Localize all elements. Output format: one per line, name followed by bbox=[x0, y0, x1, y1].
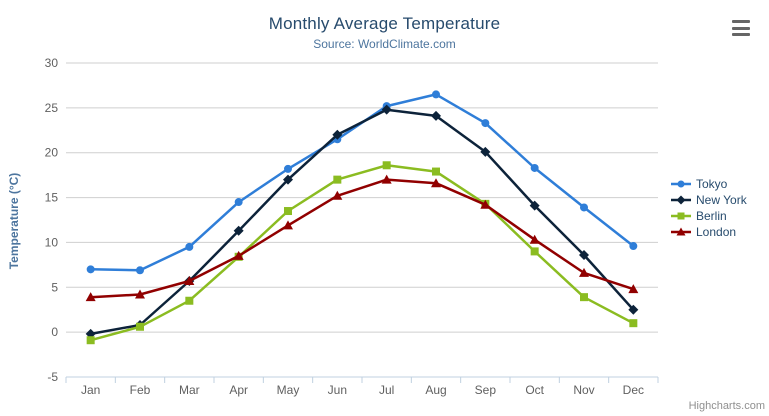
series-marker-circle[interactable] bbox=[86, 265, 95, 274]
legend-label: Tokyo bbox=[696, 177, 728, 191]
series-marker-triangle[interactable] bbox=[85, 292, 96, 302]
y-axis-label: 10 bbox=[45, 235, 59, 249]
series-marker-square[interactable] bbox=[136, 322, 144, 331]
x-axis-label: Jun bbox=[328, 383, 347, 397]
series-marker-circle[interactable] bbox=[580, 203, 588, 212]
x-axis-label: Jan bbox=[81, 383, 100, 397]
series-marker-triangle[interactable] bbox=[233, 250, 244, 260]
y-axis-label: 30 bbox=[45, 56, 59, 70]
series-marker-square[interactable] bbox=[530, 247, 539, 256]
series-marker-triangle[interactable] bbox=[184, 276, 195, 286]
y-axis-label: 15 bbox=[45, 191, 59, 205]
y-axis-label: -5 bbox=[47, 370, 58, 384]
series-marker-square[interactable] bbox=[333, 175, 342, 184]
x-axis-label: May bbox=[277, 383, 300, 397]
series-marker-circle[interactable] bbox=[136, 266, 144, 275]
series-marker-square[interactable] bbox=[86, 336, 95, 345]
y-axis-label: 20 bbox=[45, 146, 59, 160]
series-london[interactable] bbox=[85, 174, 639, 302]
series-marker-square[interactable] bbox=[432, 167, 440, 176]
series-marker-circle[interactable] bbox=[284, 164, 292, 173]
series-marker-circle[interactable] bbox=[234, 198, 243, 207]
series-marker-diamond[interactable] bbox=[283, 174, 293, 185]
series-marker-diamond[interactable] bbox=[480, 146, 491, 157]
series-marker-square[interactable] bbox=[677, 212, 685, 220]
square-legend-icon bbox=[671, 212, 691, 220]
y-axis-title: Temperature (°C) bbox=[7, 172, 21, 270]
highcharts-credit[interactable]: Highcharts.com bbox=[688, 400, 765, 412]
hamburger-icon bbox=[732, 33, 750, 36]
export-menu-button[interactable] bbox=[732, 20, 752, 36]
series-marker-triangle[interactable] bbox=[628, 284, 639, 294]
series-marker-diamond[interactable] bbox=[579, 249, 589, 260]
y-axis-label: 25 bbox=[45, 101, 59, 115]
series-marker-square[interactable] bbox=[580, 293, 588, 302]
series-marker-triangle[interactable] bbox=[431, 178, 441, 188]
series-line[interactable] bbox=[90, 93, 635, 272]
series-berlin[interactable] bbox=[86, 161, 638, 345]
series-marker-square[interactable] bbox=[629, 319, 638, 328]
legend: Tokyo New York Berlin London bbox=[671, 176, 747, 240]
legend-label: Berlin bbox=[696, 209, 727, 223]
series-marker-triangle[interactable] bbox=[381, 174, 392, 184]
diamond-legend-icon bbox=[671, 195, 691, 205]
series-tokyo[interactable] bbox=[86, 90, 638, 275]
series-marker-triangle[interactable] bbox=[135, 289, 145, 299]
legend-item-london[interactable]: London bbox=[671, 224, 747, 240]
y-axis-label: 0 bbox=[51, 325, 58, 339]
series-marker-square[interactable] bbox=[185, 296, 194, 305]
series-line[interactable] bbox=[90, 178, 634, 299]
series-marker-circle[interactable] bbox=[677, 180, 685, 188]
x-axis-label: Oct bbox=[525, 383, 544, 397]
triangle-legend-icon bbox=[671, 227, 691, 236]
hamburger-icon bbox=[732, 20, 750, 23]
series-marker-square[interactable] bbox=[382, 161, 391, 170]
series-marker-circle[interactable] bbox=[530, 163, 539, 172]
series-marker-diamond[interactable] bbox=[431, 110, 441, 121]
series-marker-triangle[interactable] bbox=[579, 267, 589, 277]
series-marker-circle[interactable] bbox=[432, 90, 440, 99]
y-axis-label: 5 bbox=[51, 280, 58, 294]
x-axis-label: Nov bbox=[573, 383, 594, 397]
series-marker-diamond[interactable] bbox=[381, 104, 392, 115]
x-axis-label: Feb bbox=[130, 383, 151, 397]
series-line[interactable] bbox=[90, 108, 635, 336]
series-marker-diamond[interactable] bbox=[233, 225, 244, 236]
chart-title: Monthly Average Temperature bbox=[268, 14, 501, 33]
x-axis-label: Dec bbox=[623, 383, 644, 397]
legend-item-new-york[interactable]: New York bbox=[671, 192, 747, 208]
circle-legend-icon bbox=[671, 180, 691, 188]
series-new-york[interactable] bbox=[85, 104, 639, 339]
series-marker-triangle[interactable] bbox=[480, 199, 491, 209]
chart-subtitle: Source: WorldClimate.com bbox=[313, 37, 456, 51]
hamburger-icon bbox=[732, 26, 750, 30]
x-axis-label: Apr bbox=[229, 383, 248, 397]
series-marker-circle[interactable] bbox=[185, 242, 194, 251]
legend-item-berlin[interactable]: Berlin bbox=[671, 208, 747, 224]
x-axis-label: Jul bbox=[379, 383, 394, 397]
series-marker-circle[interactable] bbox=[481, 119, 490, 128]
x-axis-label: Sep bbox=[475, 383, 497, 397]
series-marker-diamond[interactable] bbox=[628, 304, 639, 315]
series-marker-triangle[interactable] bbox=[529, 234, 540, 244]
series-marker-triangle[interactable] bbox=[676, 227, 686, 236]
series-marker-circle[interactable] bbox=[629, 242, 638, 251]
series-line[interactable] bbox=[90, 164, 634, 342]
series-marker-diamond[interactable] bbox=[332, 129, 343, 140]
series-marker-triangle[interactable] bbox=[332, 190, 343, 200]
x-axis-label: Mar bbox=[179, 383, 200, 397]
series-marker-diamond[interactable] bbox=[529, 200, 540, 211]
legend-label: New York bbox=[696, 193, 747, 207]
legend-item-tokyo[interactable]: Tokyo bbox=[671, 176, 747, 192]
legend-label: London bbox=[696, 225, 737, 239]
series-marker-triangle[interactable] bbox=[283, 220, 293, 230]
x-axis-label: Aug bbox=[425, 383, 446, 397]
series-marker-square[interactable] bbox=[284, 207, 292, 216]
series-marker-diamond[interactable] bbox=[676, 195, 686, 205]
